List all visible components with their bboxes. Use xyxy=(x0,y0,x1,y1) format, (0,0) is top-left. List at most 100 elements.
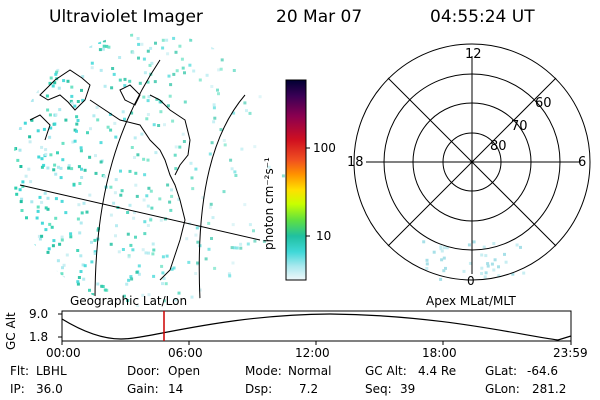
emission-speck xyxy=(195,226,199,230)
emission-speck xyxy=(121,110,125,114)
emission-speck xyxy=(60,199,64,203)
polar-speck xyxy=(483,275,487,279)
emission-speck xyxy=(145,194,149,198)
emission-speck xyxy=(21,235,25,239)
emission-speck xyxy=(76,280,80,284)
emission-speck xyxy=(93,250,97,254)
emission-speck xyxy=(72,182,76,186)
polar-speck xyxy=(515,243,519,247)
emission-speck xyxy=(91,293,95,297)
emission-speck xyxy=(151,252,155,256)
emission-speck xyxy=(20,255,24,259)
emission-speck xyxy=(98,48,102,52)
emission-speck xyxy=(34,50,38,54)
emission-speck xyxy=(65,253,69,257)
emission-speck xyxy=(69,235,73,239)
emission-speck xyxy=(108,112,112,116)
polar-speck xyxy=(467,243,471,247)
emission-speck xyxy=(66,289,70,293)
emission-speck xyxy=(18,148,22,152)
emission-speck xyxy=(191,187,195,191)
polar-speck xyxy=(480,266,484,270)
emission-speck xyxy=(231,45,235,49)
emission-speck xyxy=(128,169,132,173)
time-tick-3: 18:00 xyxy=(422,346,457,360)
polar-speck xyxy=(480,272,484,275)
emission-speck xyxy=(77,165,81,169)
emission-speck xyxy=(173,153,177,157)
emission-speck xyxy=(109,242,113,246)
emission-speck xyxy=(57,47,61,51)
emission-speck xyxy=(81,263,85,267)
emission-speck xyxy=(212,106,216,110)
emission-speck xyxy=(79,146,83,150)
emission-speck xyxy=(28,274,32,278)
emission-speck xyxy=(147,95,151,99)
emission-speck xyxy=(189,161,193,165)
emission-speck xyxy=(51,244,55,248)
emission-speck xyxy=(64,211,68,215)
emission-speck xyxy=(128,79,132,83)
emission-speck xyxy=(187,260,191,264)
emission-speck xyxy=(147,186,151,190)
emission-speck xyxy=(190,295,194,299)
emission-speck xyxy=(158,197,162,201)
emission-speck xyxy=(274,67,278,70)
emission-speck xyxy=(21,261,25,265)
emission-speck xyxy=(61,141,65,145)
emission-speck xyxy=(59,276,63,280)
emission-speck xyxy=(18,74,22,78)
emission-speck xyxy=(75,129,78,133)
emission-speck xyxy=(235,246,239,250)
emission-speck xyxy=(146,49,150,53)
polar-speck xyxy=(482,245,486,249)
emission-speck xyxy=(82,201,86,205)
longitude-line xyxy=(198,94,246,301)
emission-speck xyxy=(56,58,60,62)
status-door-label: Door: xyxy=(127,364,160,378)
emission-speck xyxy=(103,288,107,292)
polar-speck xyxy=(492,242,496,245)
emission-speck xyxy=(13,277,17,280)
emission-speck xyxy=(46,166,50,170)
emission-speck xyxy=(262,79,265,83)
emission-speck xyxy=(46,207,50,211)
emission-speck xyxy=(56,304,60,308)
emission-speck xyxy=(223,143,227,147)
emission-speck xyxy=(48,222,52,226)
emission-speck xyxy=(88,155,92,159)
emission-speck xyxy=(159,218,163,222)
polar-speck xyxy=(439,277,443,281)
polar-speck xyxy=(444,266,447,270)
emission-speck xyxy=(113,191,117,195)
emission-speck xyxy=(94,154,97,158)
emission-speck xyxy=(88,288,91,292)
emission-speck xyxy=(68,52,72,56)
emission-speck xyxy=(37,155,41,159)
polar-speck xyxy=(439,245,443,249)
emission-speck xyxy=(37,234,41,238)
emission-speck xyxy=(133,156,136,159)
emission-speck xyxy=(25,216,28,220)
emission-speck xyxy=(76,249,80,252)
emission-speck xyxy=(46,36,50,40)
emission-speck xyxy=(50,225,54,229)
emission-speck xyxy=(16,245,20,249)
emission-speck xyxy=(217,68,221,72)
emission-speck xyxy=(266,78,270,82)
emission-speck xyxy=(44,152,48,156)
emission-speck xyxy=(18,261,22,265)
emission-speck xyxy=(244,57,248,61)
emission-speck xyxy=(208,205,212,209)
emission-speck xyxy=(14,85,17,89)
emission-speck xyxy=(204,257,208,261)
emission-speck xyxy=(73,104,77,108)
status-gcalt-label: GC Alt: xyxy=(365,364,407,378)
status-mode-value: Normal xyxy=(288,364,332,378)
emission-speck xyxy=(67,166,71,170)
emission-speck xyxy=(28,135,32,139)
emission-speck xyxy=(136,305,140,308)
emission-speck xyxy=(146,80,150,84)
emission-speck xyxy=(111,67,115,70)
emission-speck xyxy=(62,79,66,83)
